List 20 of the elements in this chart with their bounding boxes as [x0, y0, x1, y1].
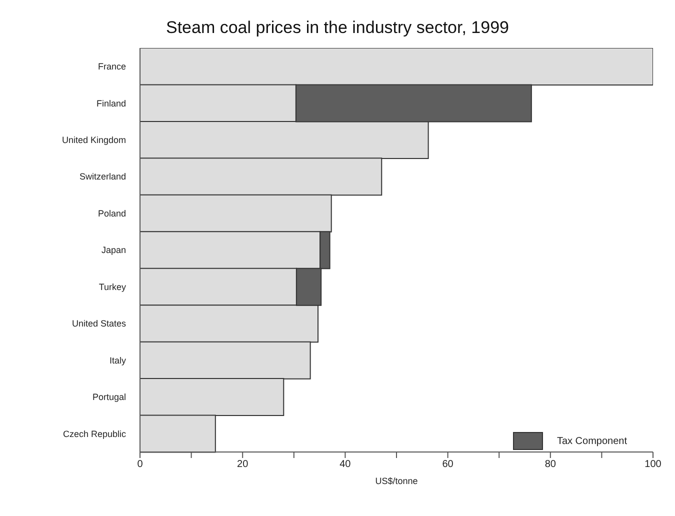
y-tick-label: Czech Republic	[62, 428, 126, 439]
x-tick-label: 20	[237, 459, 249, 470]
x-tick-label: 0	[137, 459, 144, 470]
x-tick-label: 80	[544, 459, 556, 470]
x-tick-label: 60	[442, 459, 454, 470]
y-tick-label: Italy	[109, 355, 126, 366]
y-tick-label: Finland	[96, 98, 126, 108]
x-tick-label: 40	[340, 459, 352, 470]
x-tick-label: 100	[644, 459, 662, 470]
y-tick-label: Turkey	[98, 282, 126, 292]
y-tick-label: United States	[72, 318, 126, 329]
chart-title: Steam coal prices in the industry sector, 1999	[164, 17, 510, 39]
y-tick-label: Portugal	[92, 392, 126, 402]
y-tick-label: Switzerland	[79, 172, 126, 182]
y-tick-label: Japan	[101, 245, 126, 256]
y-tick-label: United Kingdom	[62, 135, 126, 146]
x-axis-title: US$/tonne	[375, 476, 418, 486]
y-tick-label: Poland	[98, 208, 126, 218]
legend-label: Tax Component	[556, 436, 627, 446]
y-tick-label: France	[98, 62, 126, 72]
